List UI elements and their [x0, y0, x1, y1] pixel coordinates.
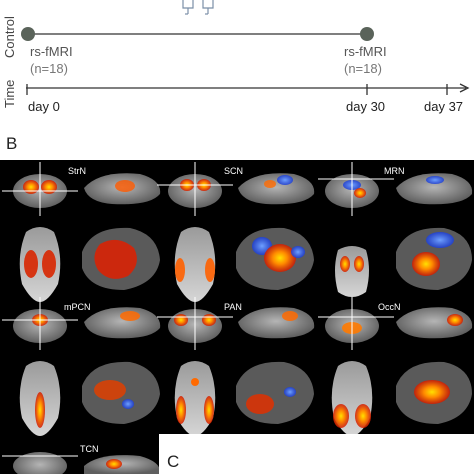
control-row: Control rs-fMRI (n=18) rs-fMRI (n=18): [2, 0, 387, 76]
panel-c-area: [159, 434, 474, 474]
time-row: Time day 0 day 30 day 37: [2, 80, 470, 114]
network-scn-sagittal: [238, 173, 315, 205]
network-mrn-sagittal: [396, 173, 473, 205]
network-scn-axial: [174, 227, 216, 302]
scan-end-label: rs-fMRI: [344, 44, 387, 59]
network-mpcn-axial: [19, 361, 61, 436]
network-strn-coronal: [2, 162, 78, 216]
scan-start-n: (n=18): [30, 61, 68, 76]
network-mrn-coronal: [318, 162, 394, 216]
day-37-label: day 37: [424, 99, 463, 114]
network-label-scn: SCN: [224, 166, 243, 176]
network-mpcn-sagittal: [84, 307, 161, 339]
scan-start-label: rs-fMRI: [30, 44, 73, 59]
network-pan-3d: [236, 361, 314, 424]
network-label-tcn: TCN: [80, 444, 99, 454]
panel-b-label: B: [6, 134, 18, 153]
brain-image-grid: StrN SCN MRN: [2, 162, 473, 474]
network-pan-axial: [174, 361, 216, 436]
network-tcn-coronal: [2, 452, 78, 474]
network-scn-coronal: [157, 162, 233, 216]
control-row-label: Control: [2, 16, 17, 58]
network-label-strn: StrN: [68, 166, 86, 176]
network-mpcn-3d: [82, 361, 160, 424]
network-occn-axial: [331, 361, 373, 436]
network-tcn-sagittal: [84, 455, 161, 474]
network-label-mrn: MRN: [384, 166, 405, 176]
network-mrn-axial: [335, 246, 369, 297]
scan-end-n: (n=18): [344, 61, 382, 76]
panel-c-label: C: [167, 452, 180, 471]
network-mrn-3d: [396, 227, 472, 290]
brain-image-panel: StrN SCN MRN: [0, 160, 474, 474]
network-occn-coronal: [318, 297, 394, 350]
start-marker: [21, 27, 35, 41]
day-30-label: day 30: [346, 99, 385, 114]
network-label-occn: OccN: [378, 302, 401, 312]
network-pan-coronal: [157, 297, 233, 350]
network-label-pan: PAN: [224, 302, 242, 312]
timeline-panel: Control rs-fMRI (n=18) rs-fMRI (n=18) Ti…: [2, 0, 470, 114]
network-occn-3d: [396, 361, 472, 424]
network-strn-3d: [82, 227, 160, 290]
syringe-icon: [202, 0, 214, 15]
network-scn-3d: [236, 227, 314, 290]
end-marker: [360, 27, 374, 41]
time-axis-arrow-icon: [459, 83, 470, 93]
time-row-label: Time: [2, 80, 17, 108]
network-mpcn-coronal: [2, 297, 78, 350]
network-label-mpcn: mPCN: [64, 302, 91, 312]
day-0-label: day 0: [28, 99, 60, 114]
network-strn-sagittal: [84, 173, 161, 205]
syringe-icon: [182, 0, 194, 15]
network-pan-sagittal: [238, 307, 315, 339]
network-strn-axial: [19, 227, 61, 302]
network-occn-sagittal: [396, 307, 473, 339]
